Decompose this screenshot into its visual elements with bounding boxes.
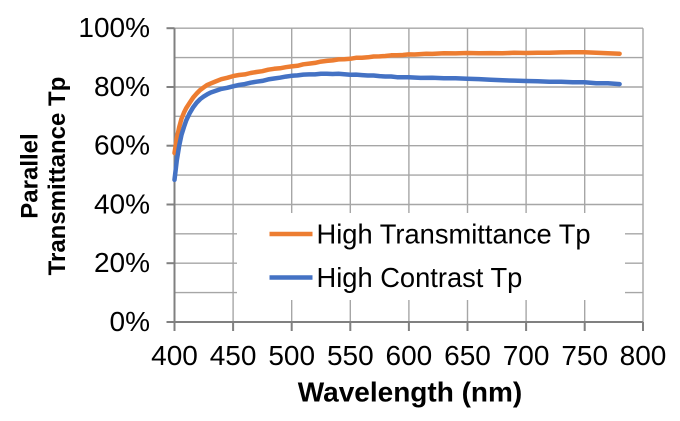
svg-text:400: 400 bbox=[151, 340, 198, 371]
svg-text:650: 650 bbox=[444, 340, 491, 371]
svg-text:0%: 0% bbox=[110, 306, 150, 337]
svg-text:60%: 60% bbox=[94, 130, 150, 161]
svg-text:550: 550 bbox=[327, 340, 374, 371]
svg-text:High Transmittance Tp: High Transmittance Tp bbox=[317, 219, 591, 250]
svg-text:Parallel: Parallel bbox=[17, 133, 44, 218]
svg-text:800: 800 bbox=[620, 340, 667, 371]
svg-text:80%: 80% bbox=[94, 71, 150, 102]
svg-text:High Contrast Tp: High Contrast Tp bbox=[317, 262, 523, 293]
svg-text:Transmittance Tp: Transmittance Tp bbox=[44, 77, 71, 276]
svg-text:Wavelength (nm): Wavelength (nm) bbox=[298, 377, 523, 408]
svg-text:600: 600 bbox=[386, 340, 433, 371]
svg-text:500: 500 bbox=[268, 340, 315, 371]
svg-text:750: 750 bbox=[561, 340, 608, 371]
svg-text:40%: 40% bbox=[94, 189, 150, 220]
svg-text:700: 700 bbox=[503, 340, 550, 371]
svg-text:100%: 100% bbox=[78, 12, 150, 43]
svg-text:450: 450 bbox=[210, 340, 257, 371]
svg-text:20%: 20% bbox=[94, 247, 150, 278]
